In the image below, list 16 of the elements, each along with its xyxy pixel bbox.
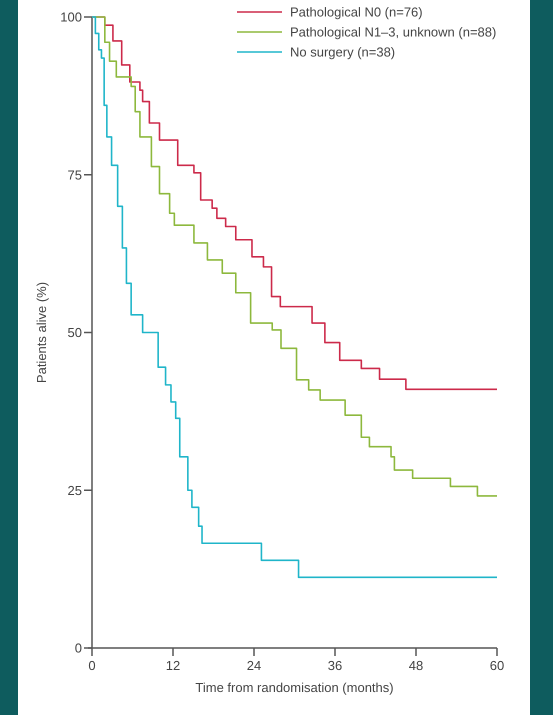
- x-axis-title: Time from randomisation (months): [195, 680, 394, 695]
- y-tick-label: 75: [68, 167, 82, 182]
- x-tick-label: 0: [88, 658, 96, 673]
- x-tick-label: 24: [246, 658, 262, 673]
- x-tick-label: 60: [490, 658, 504, 673]
- y-tick-label: 50: [68, 325, 82, 340]
- x-tick-label: 12: [166, 658, 180, 673]
- y-tick-label: 0: [74, 640, 82, 656]
- x-tick-label: 36: [328, 658, 342, 673]
- y-axis-title: Patients alive (%): [34, 282, 49, 384]
- legend-label: Pathological N0 (n=76): [290, 4, 423, 20]
- y-tick-label: 25: [68, 482, 82, 498]
- legend-label: No surgery (n=38): [290, 44, 396, 60]
- legend-label: Pathological N1–3, unknown (n=88): [290, 24, 496, 40]
- x-tick-label: 48: [408, 658, 424, 673]
- y-tick-label: 100: [60, 10, 82, 25]
